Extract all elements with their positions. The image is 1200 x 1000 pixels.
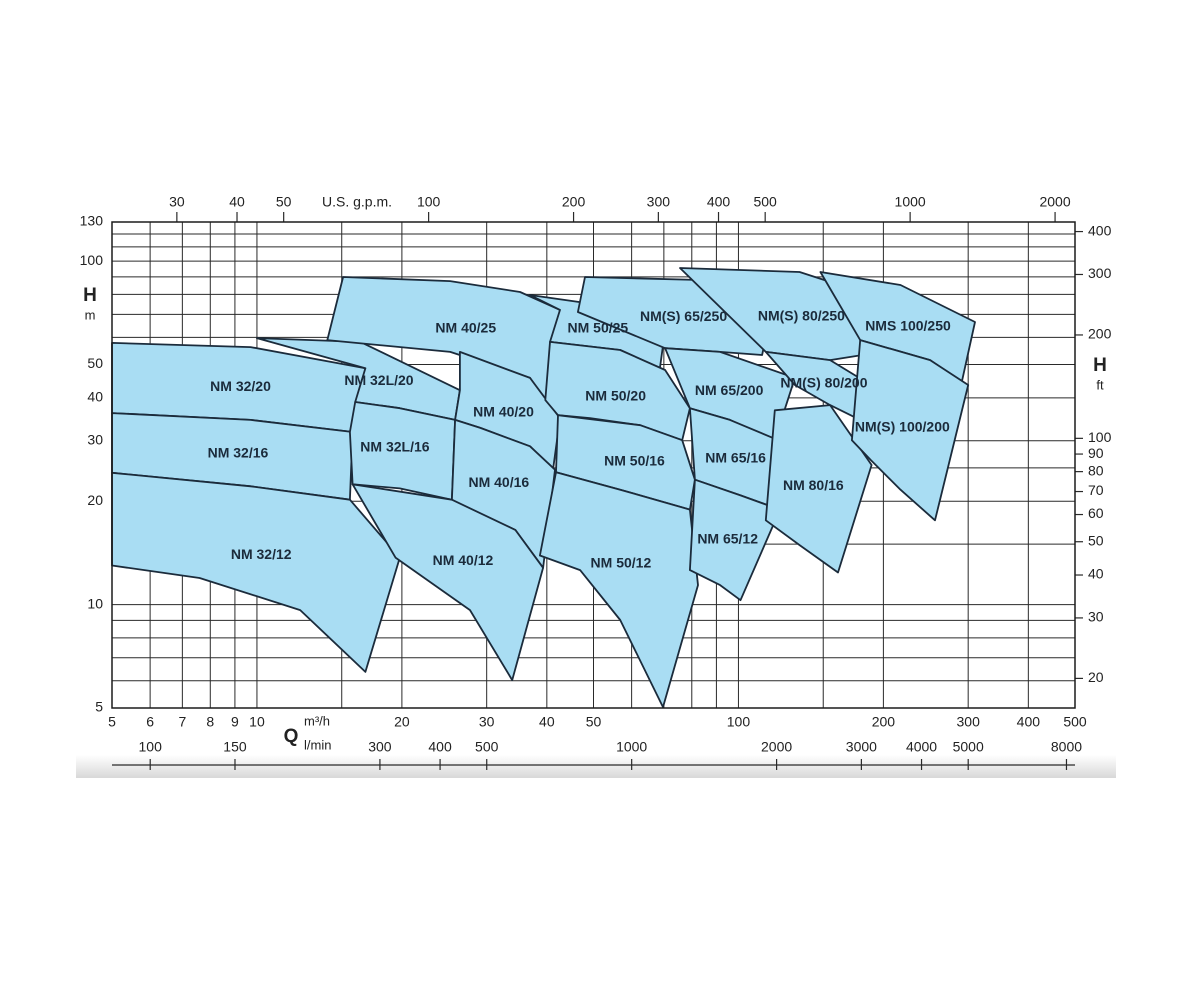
pump-range-label: NM(S) 65/250 [640,308,727,324]
y2-tick-label: 70 [1088,482,1104,498]
pump-range [851,339,970,522]
y-axis-label: H [83,285,97,306]
pump-range [351,483,544,681]
pump-range-label: NM 32L/16 [360,438,429,454]
label-layer: 5 6 7 8 9 10 20 30 40 50 100 200 300 400 500 5 10 20 30 40 5… [80,194,1112,770]
pump-range-label: NM 80/16 [783,477,844,493]
x3-tick-label: 150 [223,739,247,755]
x3-tick-label: 500 [475,739,499,755]
y-tick-label: 100 [80,252,104,268]
pump-range [111,471,401,673]
x3-axis-unit: l/min [304,737,331,752]
bottom-strip [76,755,1116,778]
pump-range [349,401,456,501]
x3-tick-label: 400 [428,739,452,755]
region-layer [111,267,976,708]
pump-range-label: NM 65/200 [695,382,764,398]
x3-tick-label: 2000 [761,739,792,755]
y2-tick-label: 20 [1088,669,1104,685]
pump-range-label: NM 32/12 [231,546,292,562]
x-axis-label: Q [284,726,299,747]
x-tick-label: 8 [206,714,214,730]
y-tick-label: 20 [87,492,103,508]
y2-tick-label: 300 [1088,265,1112,281]
pump-range-label: NM 32/20 [210,378,271,394]
y-tick-label: 50 [87,355,103,371]
pump-range-label: NM 50/25 [568,319,629,335]
x-tick-label: 500 [1063,714,1087,730]
x-tick-label: 40 [539,714,555,730]
x3-tick-label: 5000 [953,739,984,755]
pump-range-label: NM 40/20 [473,403,534,419]
x2-tick-label: 500 [753,194,777,210]
x3-tick-label: 100 [139,739,163,755]
y2-axis-label: H [1093,355,1107,376]
pump-range-label: NM(S) 100/200 [855,419,950,435]
pump-range-label: NM 40/25 [435,319,496,335]
x-tick-label: 100 [727,714,751,730]
x-tick-label: 400 [1017,714,1041,730]
pump-range-label: NM 40/12 [433,552,494,568]
y-tick-label: 30 [87,431,103,447]
x-tick-label: 300 [957,714,981,730]
x3-tick-label: 8000 [1051,739,1082,755]
y2-axis-unit: ft [1096,377,1104,392]
y2-tick-label: 400 [1088,222,1112,238]
x3-tick-label: 4000 [906,739,937,755]
plot-frame [111,221,1076,709]
pump-range-label: NM 50/16 [604,452,665,468]
pump-range-label: NM 65/12 [697,531,758,547]
pump-range-label: NM 65/16 [705,450,766,466]
y2-tick-label: 50 [1088,532,1104,548]
x2-tick-label: 200 [562,194,586,210]
x3-tick-label: 300 [368,739,392,755]
x2-tick-label: 300 [647,194,671,210]
pump-range [764,404,873,574]
x-axis-unit: m³/h [304,713,330,728]
pump-range [689,478,781,602]
pump-range-label: NM 32/16 [208,445,269,461]
y-axis-unit: m [85,307,96,322]
y2-tick-label: 100 [1088,429,1112,445]
pump-range-label: NM 50/20 [585,387,646,403]
x-tick-label: 7 [178,714,186,730]
x2-tick-label: 50 [276,194,292,210]
x-tick-label: 30 [479,714,495,730]
x-tick-label: 5 [108,714,116,730]
x2-tick-label: 400 [707,194,731,210]
pump-range-label: NM 40/16 [468,474,529,490]
x2-tick-label: 1000 [895,194,926,210]
x-tick-label: 200 [872,714,896,730]
y2-tick-label: 60 [1088,505,1104,521]
x-tick-label: 9 [231,714,239,730]
x2-axis-label: U.S. g.p.m. [322,194,392,210]
y-tick-label: 130 [80,213,104,229]
y2-tick-label: 90 [1088,445,1104,461]
x3-tick-label: 1000 [616,739,647,755]
y-tick-label: 40 [87,389,103,405]
x3-tick-label: 3000 [846,739,877,755]
y2-tick-label: 30 [1088,609,1104,625]
x2-tick-label: 30 [169,194,185,210]
pump-range-label: NM 50/12 [591,554,652,570]
y2-tick-label: 40 [1088,566,1104,582]
pump-range [539,471,699,708]
x-tick-label: 20 [394,714,410,730]
y2-tick-label: 200 [1088,326,1112,342]
x-tick-label: 10 [249,714,265,730]
x-tick-label: 50 [586,714,602,730]
x2-tick-label: 2000 [1039,194,1070,210]
pump-range-label: NMS 100/250 [865,318,951,334]
y2-tick-label: 80 [1088,462,1104,478]
pump-range-label: NM(S) 80/200 [780,374,867,390]
x2-tick-label: 40 [229,194,245,210]
y-tick-label: 5 [95,699,103,715]
pump-range-label: NM(S) 80/250 [758,308,845,324]
pump-range-label: NM 32L/20 [344,372,413,388]
x-tick-label: 6 [146,714,154,730]
x2-tick-label: 100 [417,194,441,210]
y-tick-label: 10 [87,595,103,611]
